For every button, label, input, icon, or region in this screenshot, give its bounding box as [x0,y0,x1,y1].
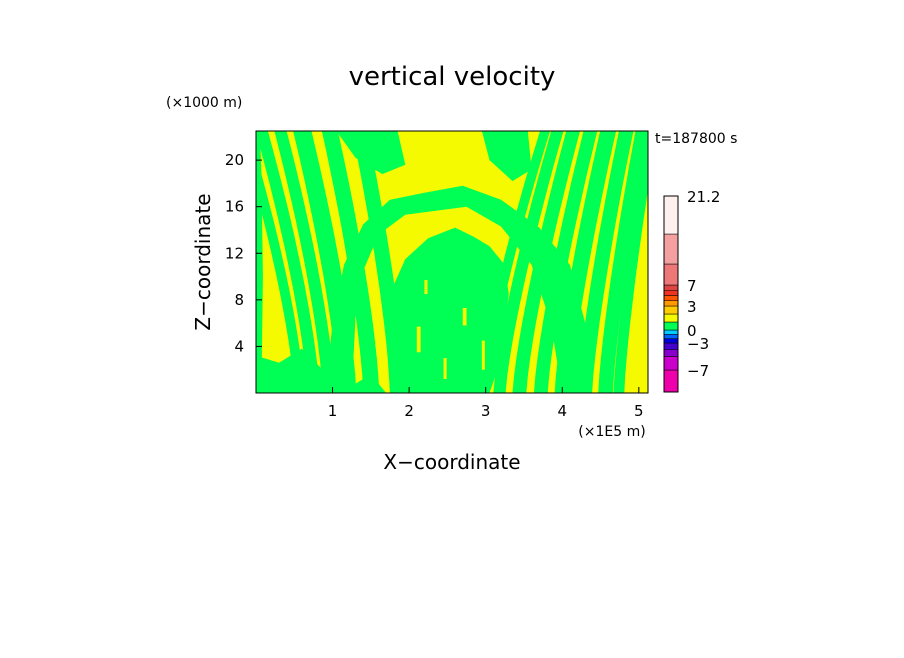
colorbar-band [663,321,679,331]
colorbar-band [663,290,679,296]
contour-band-right [577,131,634,393]
contour-speck [462,307,467,326]
x-axis-ticks: 1 2 3 4 5 [328,387,644,420]
y-axis-ticks: 4 8 12 16 20 [225,151,262,355]
colorbar-band [663,338,679,344]
contour-band-right [598,131,648,393]
colorbar-labels: 21.2 7 3 0−3 −7 [687,188,720,380]
x-tick-label: 1 [328,402,338,420]
contour-top-lobe [481,131,532,182]
x-tick-label: 2 [404,402,414,420]
colorbar-band [663,233,679,265]
colorbar [663,195,679,393]
contour-field [256,131,648,393]
contour-bands [256,131,648,393]
colorbar-band [663,305,679,315]
colorbar-band [663,295,679,301]
contour-band-left [256,154,305,393]
y-tick-label: 20 [225,151,244,169]
time-label: t=187800 s [655,131,737,147]
y-tick-label: 12 [225,244,244,262]
x-unit-label: (×1E5 m) [578,424,645,440]
contour-band-right [613,131,648,393]
x-tick-label: 4 [557,402,567,420]
colorbar-band [663,313,679,323]
contour-ground [256,348,387,393]
contour-arch [324,185,589,393]
x-tick-label: 5 [634,402,644,420]
colorbar-band [663,263,679,286]
y-tick-label: 16 [225,198,244,216]
colorbar-band [663,195,679,235]
colorbar-band [663,342,679,350]
colorbar-frame [663,195,679,393]
colorbar-band [663,284,679,291]
chart-title: vertical velocity [349,62,556,92]
contour-speck [443,358,447,380]
contour-speck [481,340,485,370]
contour-speck [416,326,421,353]
y-unit-label: (×1000 m) [166,95,242,111]
y-axis-label: Z−coordinate [191,193,215,330]
colorbar-tick-label: 3 [687,298,697,316]
x-axis-label: X−coordinate [383,450,520,474]
contour-band-left [274,131,335,393]
contour-band-right [493,131,564,393]
colorbar-tick-label: 21.2 [687,188,720,206]
colorbar-band [663,356,679,371]
colorbar-band [663,300,679,307]
colorbar-tick-label: −3 [687,335,709,353]
contour-edge-strip [256,131,263,393]
contour-band-left [256,131,320,393]
colorbar-band [663,334,679,339]
colorbar-band [663,329,679,335]
contour-speck [424,280,428,295]
y-tick-label: 8 [234,291,244,309]
colorbar-tick-label: −7 [687,362,709,380]
colorbar-band [663,349,679,357]
contour-top-lobe [336,131,406,175]
x-tick-label: 3 [481,402,491,420]
colorbar-band [663,369,679,393]
plot-frame [255,130,649,394]
colorbar-tick-label: 7 [687,277,697,295]
y-tick-label: 4 [234,337,244,355]
colorbar-tick-label: 0 [687,322,697,340]
